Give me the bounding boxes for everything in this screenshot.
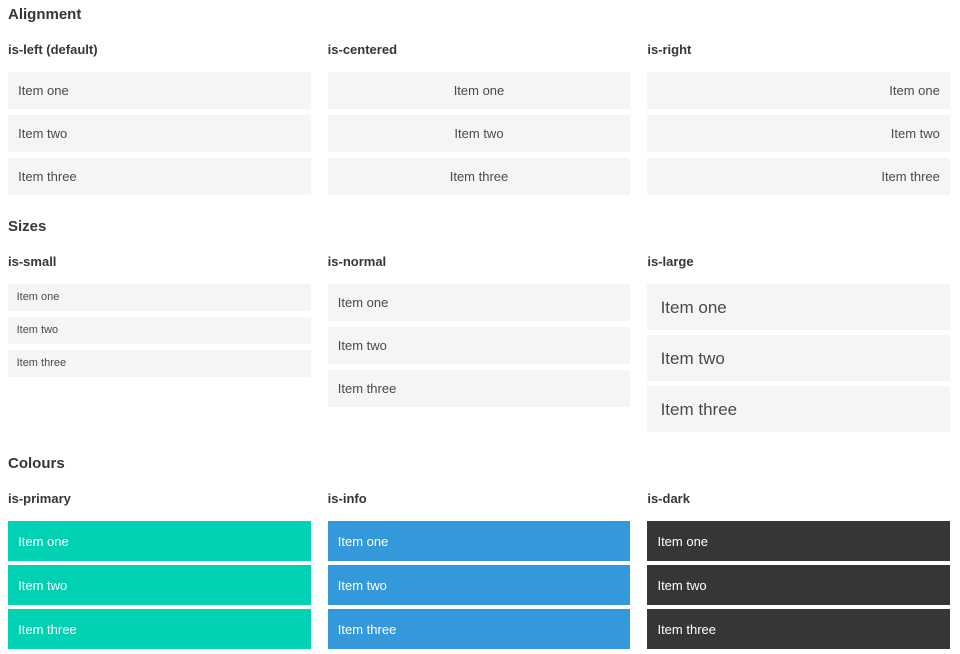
column-label: is-info [327,491,367,506]
item-list: Item one Item two Item three [8,284,311,377]
columns-row: is-primary Item one Item two Item three is… [8,491,950,649]
list-item[interactable]: Item three [647,386,950,432]
column-is-large: is-large Item one Item two Item three [647,254,950,432]
column-label: is-large [647,254,694,269]
column-is-right: is-right Item one Item two Item three [647,42,950,195]
column-label: is-centered [327,42,398,57]
column-is-normal: is-normal Item one Item two Item three [327,254,631,432]
section-title: Colours [8,455,65,472]
column-label: is-normal [327,254,387,269]
item-list: Item one Item two Item three [327,284,631,407]
column-label: is-right [647,42,692,57]
column-is-centered: is-centered Item one Item two Item three [327,42,631,195]
section-alignment: Alignment is-left (default) Item one Item… [8,5,950,195]
list-item[interactable]: Item one [647,521,950,561]
item-list: Item one Item two Item three [327,72,631,195]
column-label: is-left (default) [8,42,98,57]
column-label: is-small [8,254,57,269]
columns-row: is-small Item one Item two Item three is-n… [8,254,950,432]
list-item[interactable]: Item two [8,317,311,344]
list-item[interactable]: Item one [8,521,311,561]
column-label: is-primary [8,491,71,506]
item-list: Item one Item two Item three [647,521,950,649]
section-colours: Colours is-primary Item one Item two Item … [8,454,950,649]
list-item[interactable]: Item one [8,72,311,109]
list-item[interactable]: Item two [327,115,631,152]
list-item[interactable]: Item three [8,158,311,195]
column-is-left-default: is-left (default) Item one Item two Item t… [8,42,311,195]
list-item[interactable]: Item three [327,609,631,649]
columns-row: is-left (default) Item one Item two Item t… [8,42,950,195]
list-item[interactable]: Item three [8,609,311,649]
item-list: Item one Item two Item three [327,521,631,649]
column-is-primary: is-primary Item one Item two Item three [8,491,311,649]
list-item[interactable]: Item two [327,327,631,364]
section-title: Sizes [8,218,47,235]
item-list: Item one Item two Item three [647,72,950,195]
column-label: is-dark [647,491,690,506]
list-item[interactable]: Item three [8,350,311,377]
list-item[interactable]: Item two [327,565,631,605]
item-list: Item one Item two Item three [647,284,950,432]
list-item[interactable]: Item two [8,565,311,605]
list-item[interactable]: Item two [8,115,311,152]
list-item[interactable]: Item two [647,335,950,381]
list-item[interactable]: Item three [647,609,950,649]
list-item[interactable]: Item one [327,72,631,109]
list-item[interactable]: Item one [8,284,311,311]
list-item[interactable]: Item three [647,158,950,195]
item-list: Item one Item two Item three [8,521,311,649]
list-item[interactable]: Item one [327,521,631,561]
column-is-small: is-small Item one Item two Item three [8,254,311,432]
column-is-info: is-info Item one Item two Item three [327,491,631,649]
section-title: Alignment [8,6,82,23]
item-list: Item one Item two Item three [8,72,311,195]
list-item[interactable]: Item one [647,284,950,330]
list-item[interactable]: Item one [647,72,950,109]
list-item[interactable]: Item three [327,158,631,195]
section-sizes: Sizes is-small Item one Item two Item thre… [8,217,950,432]
list-item[interactable]: Item two [647,565,950,605]
column-is-dark: is-dark Item one Item two Item three [647,491,950,649]
list-item[interactable]: Item three [327,370,631,407]
list-item[interactable]: Item one [327,284,631,321]
list-item[interactable]: Item two [647,115,950,152]
